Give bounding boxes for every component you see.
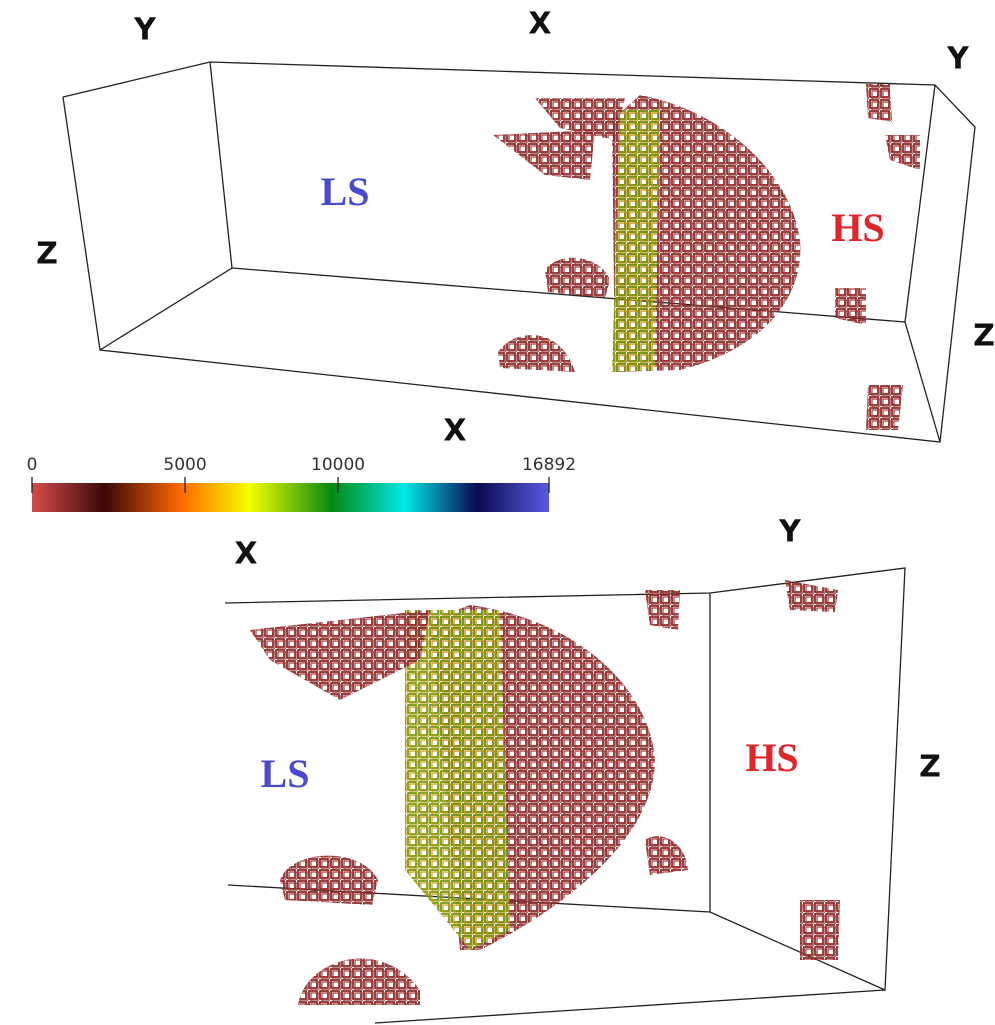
colorbar — [32, 483, 549, 512]
axis-label: X — [528, 7, 551, 42]
top-box — [62, 61, 976, 443]
colorbar-ticks: 0 5000 10000 16892 — [27, 455, 576, 493]
colorbar-tick-label: 0 — [27, 455, 38, 475]
top-voxels — [493, 84, 920, 430]
region-label: HS — [831, 205, 884, 250]
axis-label: Y — [133, 13, 157, 48]
bottom-box — [224, 567, 906, 1024]
axis-label: Z — [36, 237, 58, 272]
axis-label: Y — [946, 42, 970, 77]
colorbar-tick-label: 10000 — [311, 455, 365, 475]
colorbar-tick-label: 5000 — [163, 455, 206, 475]
region-label: LS — [321, 169, 370, 214]
axis-label: Y — [778, 515, 802, 550]
colorbar-tick-label: 16892 — [522, 455, 576, 475]
axis-label: X — [443, 414, 466, 449]
region-label: HS — [745, 735, 798, 780]
axis-label: Z — [973, 319, 995, 354]
bottom-voxels — [250, 580, 840, 1005]
axis-label: X — [234, 537, 257, 572]
region-label: LS — [261, 751, 310, 796]
axis-label: Z — [919, 750, 941, 785]
